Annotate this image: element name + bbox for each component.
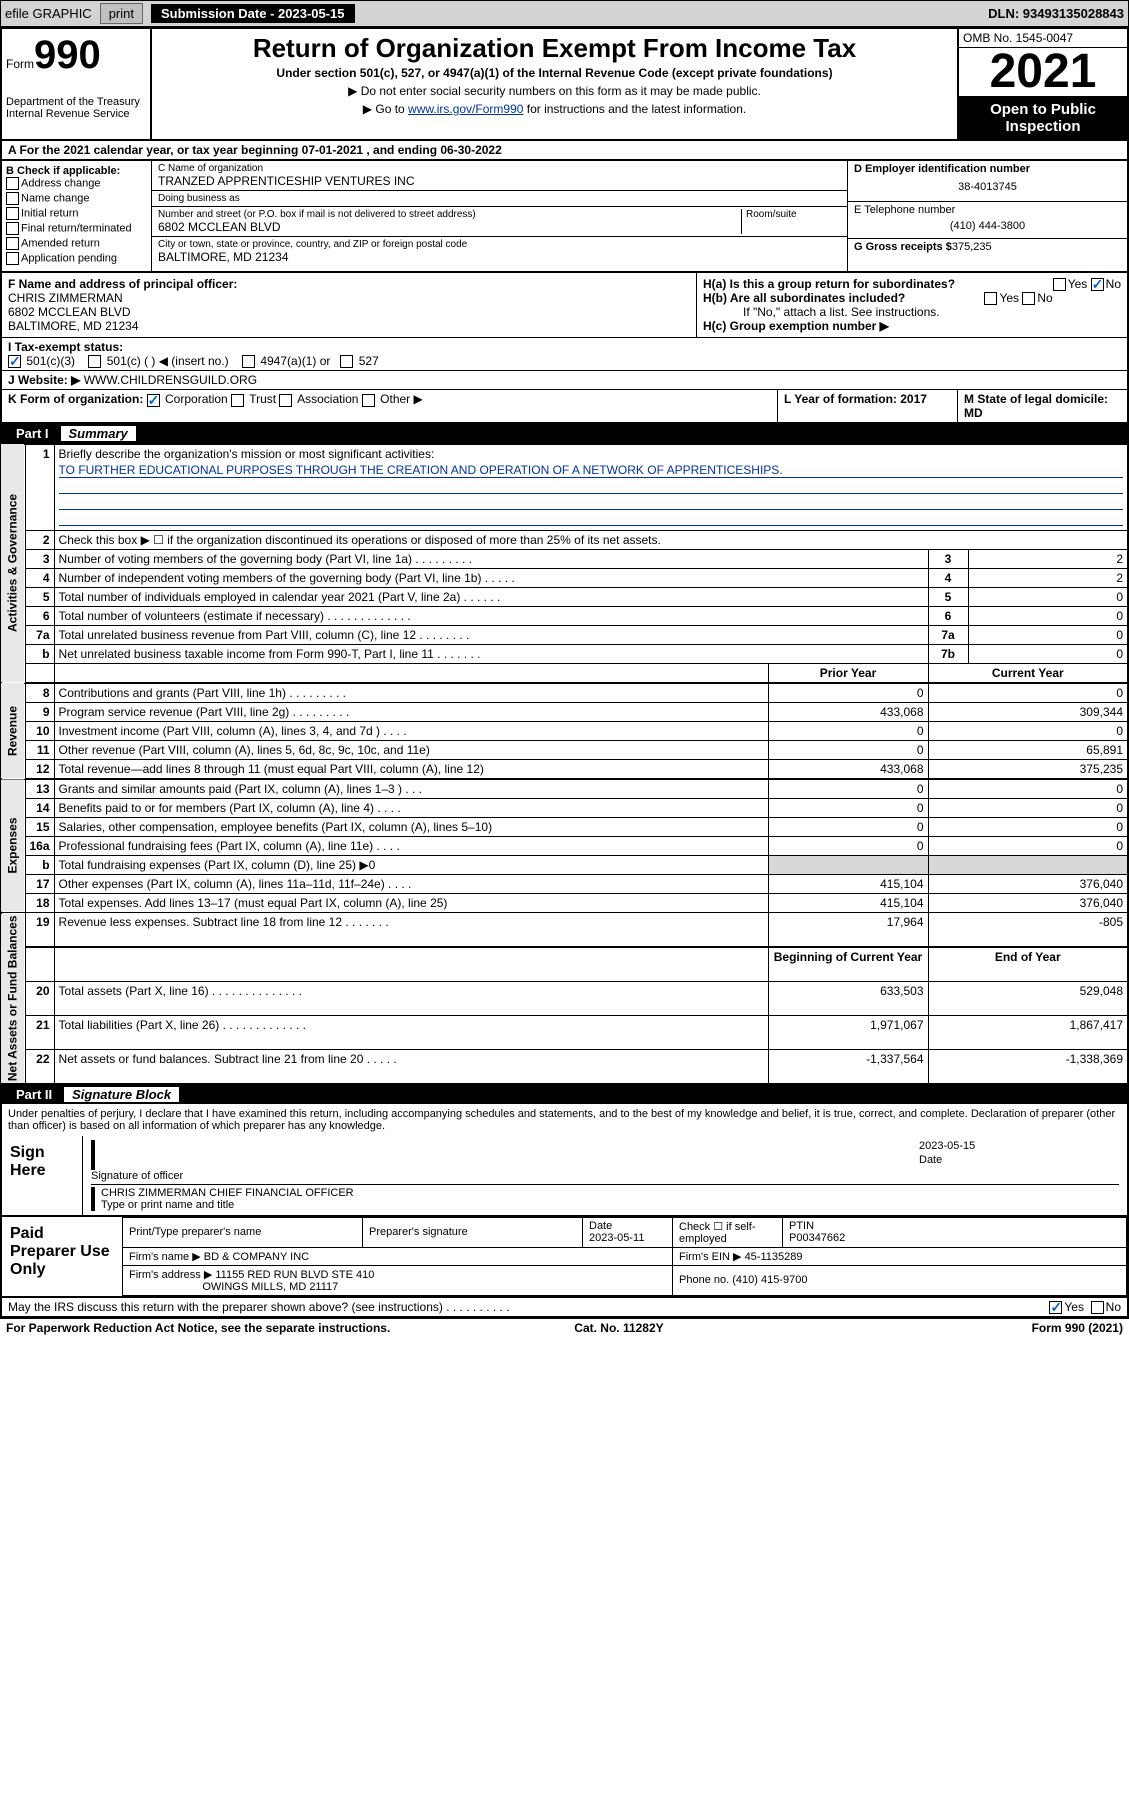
section-fh: F Name and address of principal officer:…: [0, 273, 1129, 338]
efile-label: efile GRAPHIC: [5, 6, 92, 21]
submission-date: Submission Date - 2023-05-15: [151, 4, 355, 23]
col-c: C Name of organization TRANZED APPRENTIC…: [152, 161, 847, 271]
chk-amended[interactable]: Amended return: [6, 237, 147, 250]
gross: 375,235: [952, 241, 992, 253]
form-note2: ▶ Go to www.irs.gov/Form990 for instruct…: [160, 102, 949, 116]
form-note1: ▶ Do not enter social security numbers o…: [160, 84, 949, 98]
ein-cell: D Employer identification number 38-4013…: [848, 161, 1127, 202]
form-subtitle: Under section 501(c), 527, or 4947(a)(1)…: [160, 66, 949, 80]
sign-cells: Signature of officer 2023-05-15 Date CHR…: [82, 1136, 1127, 1215]
print-button[interactable]: print: [100, 3, 143, 24]
mission: TO FURTHER EDUCATIONAL PURPOSES THROUGH …: [59, 463, 1123, 478]
website: WWW.CHILDRENSGUILD.ORG: [84, 373, 257, 387]
col-b: B Check if applicable: Address change Na…: [2, 161, 152, 271]
officer-name: CHRIS ZIMMERMAN CHIEF FINANCIAL OFFICER: [101, 1187, 1119, 1199]
preparer-section: Paid Preparer Use Only Print/Type prepar…: [0, 1217, 1129, 1298]
part1-header: Part I Summary: [0, 424, 1129, 443]
form-title: Return of Organization Exempt From Incom…: [160, 33, 949, 64]
summary-table: Activities & Governance 1 Briefly descri…: [0, 443, 1129, 1085]
dln: DLN: 93493135028843: [988, 6, 1124, 21]
irs-link[interactable]: www.irs.gov/Form990: [408, 102, 523, 116]
form-header-left: Form990 Department of the Treasury Inter…: [2, 29, 152, 139]
gross-cell: G Gross receipts $375,235: [848, 239, 1127, 255]
form-header: Form990 Department of the Treasury Inter…: [0, 27, 1129, 141]
preparer-label: Paid Preparer Use Only: [2, 1217, 122, 1296]
part2-header: Part II Signature Block: [0, 1085, 1129, 1104]
form-header-right: OMB No. 1545-0047 2021 Open to Public In…: [957, 29, 1127, 139]
form-label: Form990: [6, 33, 146, 78]
dba-cell: Doing business as: [152, 191, 847, 207]
org-name-cell: C Name of organization TRANZED APPRENTIC…: [152, 161, 847, 191]
sign-here-label: Sign Here: [2, 1136, 82, 1215]
city-cell: City or town, state or province, country…: [152, 237, 847, 266]
open-to-public: Open to Public Inspection: [959, 97, 1127, 139]
tax-year: 2021: [959, 48, 1127, 97]
chk-initial[interactable]: Initial return: [6, 207, 147, 220]
tab-revenue: Revenue: [1, 683, 25, 779]
col-d: D Employer identification number 38-4013…: [847, 161, 1127, 271]
form-header-mid: Return of Organization Exempt From Incom…: [152, 29, 957, 139]
row-j: J Website: ▶ WWW.CHILDRENSGUILD.ORG: [0, 371, 1129, 390]
org-name: TRANZED APPRENTICESHIP VENTURES INC: [158, 174, 841, 188]
b-label: B Check if applicable:: [6, 165, 147, 177]
addr-cell: Number and street (or P.O. box if mail i…: [152, 207, 847, 237]
row-klm: K Form of organization: Corporation Trus…: [0, 390, 1129, 424]
phone: (410) 444-3800: [854, 216, 1121, 236]
top-bar: efile GRAPHIC print Submission Date - 20…: [0, 0, 1129, 27]
section-h: H(a) Is this a group return for subordin…: [697, 273, 1127, 337]
chk-pending[interactable]: Application pending: [6, 252, 147, 265]
footer: For Paperwork Reduction Act Notice, see …: [0, 1318, 1129, 1337]
penalty-text: Under penalties of perjury, I declare th…: [0, 1104, 1129, 1136]
phone-cell: E Telephone number (410) 444-3800: [848, 202, 1127, 239]
ein: 38-4013745: [854, 175, 1121, 199]
chk-address[interactable]: Address change: [6, 177, 147, 190]
section-bcd: B Check if applicable: Address change Na…: [0, 161, 1129, 273]
principal-officer: F Name and address of principal officer:…: [2, 273, 697, 337]
dept-label: Department of the Treasury: [6, 96, 146, 108]
tab-netassets: Net Assets or Fund Balances: [1, 913, 25, 1084]
irs-label: Internal Revenue Service: [6, 108, 146, 120]
chk-final[interactable]: Final return/terminated: [6, 222, 147, 235]
sign-section: Sign Here Signature of officer 2023-05-1…: [0, 1136, 1129, 1217]
discuss-row: May the IRS discuss this return with the…: [0, 1298, 1129, 1318]
row-i: I Tax-exempt status: 501(c)(3) 501(c) ( …: [0, 338, 1129, 371]
row-a: A For the 2021 calendar year, or tax yea…: [0, 141, 1129, 161]
tab-expenses: Expenses: [1, 779, 25, 913]
tab-governance: Activities & Governance: [1, 444, 25, 683]
chk-name[interactable]: Name change: [6, 192, 147, 205]
preparer-table: Print/Type preparer's name Preparer's si…: [122, 1217, 1127, 1296]
